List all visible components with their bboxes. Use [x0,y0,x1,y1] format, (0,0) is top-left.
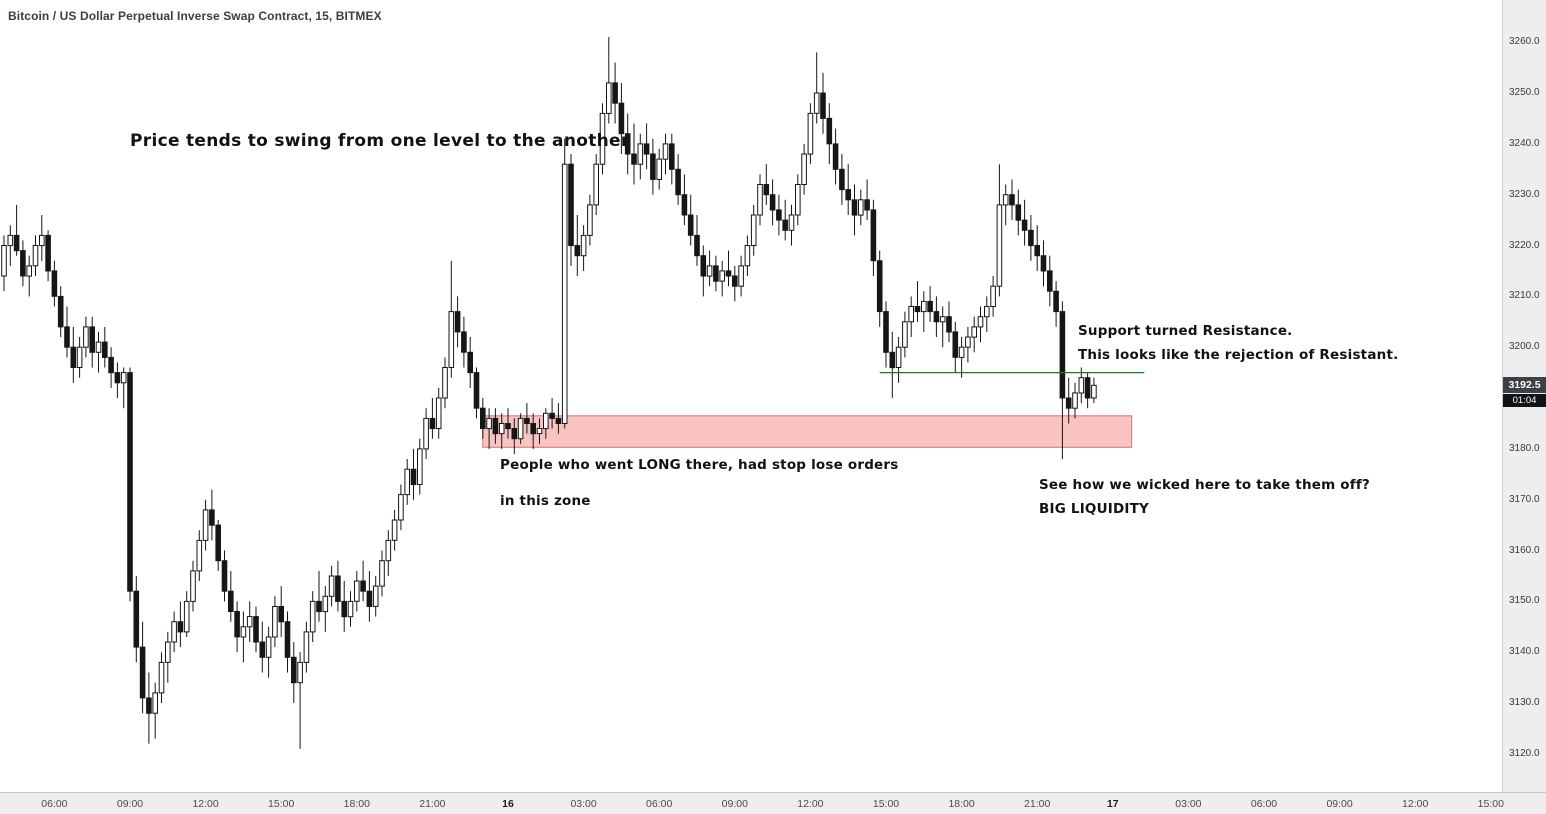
annotation-rejection-of-resistance[interactable]: This looks like the rejection of Resista… [1078,347,1399,363]
price-axis-label: 3240.0 [1509,137,1540,149]
annotation-price-swing[interactable]: Price tends to swing from one level to t… [130,131,630,151]
time-axis-label: 03:00 [1175,798,1202,810]
time-axis-label: 18:00 [948,798,975,810]
annotation-in-this-zone[interactable]: in this zone [500,493,591,509]
price-axis-label: 3250.0 [1509,87,1540,98]
time-axis-label: 03:00 [570,798,597,810]
time-axis-date-label: 16 [502,798,514,810]
time-axis-label: 21:00 [1024,798,1051,810]
bar-countdown-badge: 01:04 [1503,393,1546,407]
time-axis-label: 12:00 [1402,798,1429,810]
price-axis-label: 3230.0 [1509,188,1540,200]
symbol-title: Bitcoin / US Dollar Perpetual Inverse Sw… [8,9,382,23]
candlestick-series [1,37,1097,749]
price-axis-label: 3140.0 [1509,646,1540,658]
annotation-big-liquidity[interactable]: BIG LIQUIDITY [1039,501,1149,517]
time-axis-label: 06:00 [646,798,673,810]
time-axis-label: 09:00 [1326,798,1353,810]
price-axis-label: 3150.0 [1509,595,1540,607]
time-axis-label: 15:00 [268,798,295,810]
time-axis-date-label: 17 [1106,798,1119,810]
price-axis-label: 3160.0 [1509,544,1540,556]
annotation-support-turned-resistance[interactable]: Support turned Resistance. [1078,323,1293,339]
time-axis-label: 06:00 [1250,798,1278,810]
price-axis-label: 3180.0 [1509,442,1540,454]
time-axis-label: 21:00 [419,798,446,810]
price-axis-label: 3200.0 [1509,341,1540,353]
price-axis-label: 3170.0 [1509,493,1540,505]
price-axis-label: 3220.0 [1509,239,1540,251]
time-axis-label: 15:00 [872,798,900,810]
candlestick-chart[interactable] [0,0,1502,792]
time-axis[interactable]: 06:00 09:00 12:00 15:00 18:00 21:00 16 03:00 06:… [0,792,1546,814]
price-axis-label: 3210.0 [1509,290,1540,302]
last-price-badge: 3192.5 [1503,377,1546,394]
time-axis-label: 09:00 [721,798,748,810]
stop-loss-zone[interactable] [482,415,1133,448]
time-axis-label: 15:00 [1477,798,1504,810]
annotation-stop-loss-orders[interactable]: People who went LONG there, had stop los… [500,457,899,473]
time-axis-label: 12:00 [192,798,219,810]
annotation-wick-take-off[interactable]: See how we wicked here to take them off? [1039,477,1370,493]
price-axis-label: 3130.0 [1509,697,1540,708]
price-axis-label: 3260.0 [1509,36,1540,48]
time-axis-label: 12:00 [797,798,824,810]
price-axis[interactable]: 3192.5 01:04 3260.0 3250.0 3240.0 3230.0 322… [1502,0,1546,792]
price-axis-label: 3120.0 [1509,747,1540,759]
time-axis-label: 06:00 [41,798,68,810]
time-axis-label: 18:00 [343,798,370,810]
time-axis-label: 09:00 [116,798,144,810]
